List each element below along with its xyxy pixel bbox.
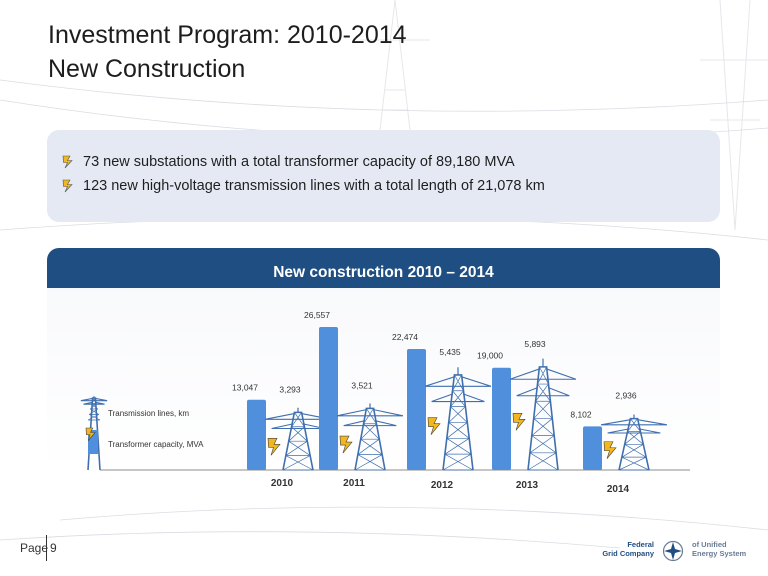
tower-crossarm [509,368,577,397]
logo-text-left: Federal Grid Company [598,540,654,558]
page-divider [46,535,47,561]
summary-bullet: 73 new substations with a total transfor… [61,154,515,170]
lightning-bolt-icon [339,435,353,454]
capacity-value-label: 8,102 [570,409,592,419]
transmission-value-label: 5,893 [524,339,546,349]
capacity-bar [407,348,426,470]
logo-line: Energy System [692,549,747,558]
category-label: 2010 [271,478,294,489]
transmission-tower [424,367,492,471]
capacity-bar [247,399,266,470]
capacity-value-label: 22,474 [392,332,418,342]
logo-line: Grid Company [602,549,654,558]
logo-text-right: of Unified Energy System [692,540,746,558]
tower-lattice [87,397,101,421]
lightning-bolt-icon [512,412,526,431]
tower-lattice [442,374,474,471]
lightning-bolt-icon [62,179,73,193]
tower-lattice [282,412,314,471]
capacity-value-label: 19,000 [477,351,503,361]
tower-crossarm [600,419,668,434]
page-number: 9 [50,541,57,555]
capacity-bar [583,426,602,470]
transmission-value-label: 3,293 [279,384,301,394]
category-label: 2011 [343,478,365,489]
page-label: Page [20,541,49,555]
summary-box: 73 new substations with a total transfor… [47,130,720,222]
title-line-1: Investment Program: 2010-2014 [48,21,407,49]
transmission-value-label: 5,435 [439,347,461,357]
summary-bullet: 123 new high-voltage transmission lines … [61,178,545,194]
legend-transmission-label: Transmission lines, km [108,409,189,418]
capacity-value-label: 13,047 [232,383,258,393]
capacity-bar [319,327,338,470]
transmission-tower [600,414,668,471]
tower-lattice [354,408,386,471]
tower-crossarm [264,412,332,430]
tower-crossarm [424,376,492,403]
page-indicator: Page 9 [20,535,57,561]
capacity-value-label: 26,557 [304,310,330,320]
logo-line: Federal [627,540,654,549]
chart-panel-heading: New construction 2010 – 2014 [47,248,720,288]
capacity-bar [492,367,511,470]
logo-line: of Unified [692,540,727,549]
transmission-value-label: 3,521 [351,380,373,390]
lightning-bolt-icon [603,441,617,459]
summary-bullet-text: 73 new substations with a total transfor… [83,154,515,170]
legend-capacity-label: Transformer capacity, MVA [108,440,204,449]
transmission-tower [264,407,332,471]
category-label: 2014 [607,484,630,495]
lightning-bolt-icon [427,417,441,435]
transmission-tower [509,358,577,471]
lightning-bolt-icon [85,427,96,441]
page-title: Investment Program: 2010-2014 New Constr… [48,18,407,86]
logo-emblem-icon [662,540,684,562]
lightning-bolt-icon [62,155,73,169]
category-label: 2012 [431,480,454,491]
tower-lattice [527,366,559,471]
company-logo: Federal Grid Company of Unified Energy S… [598,540,758,568]
tower-lattice [618,418,650,471]
category-label: 2013 [516,480,539,491]
tower-crossarm [80,397,108,405]
legend-capacity-swatch [88,430,98,454]
tower-crossarm [336,409,404,427]
lightning-bolt-icon [267,438,281,456]
transmission-tower [336,403,404,471]
transmission-value-label: 2,936 [615,391,637,401]
summary-bullet-text: 123 new high-voltage transmission lines … [83,178,545,194]
title-line-2: New Construction [48,55,246,83]
